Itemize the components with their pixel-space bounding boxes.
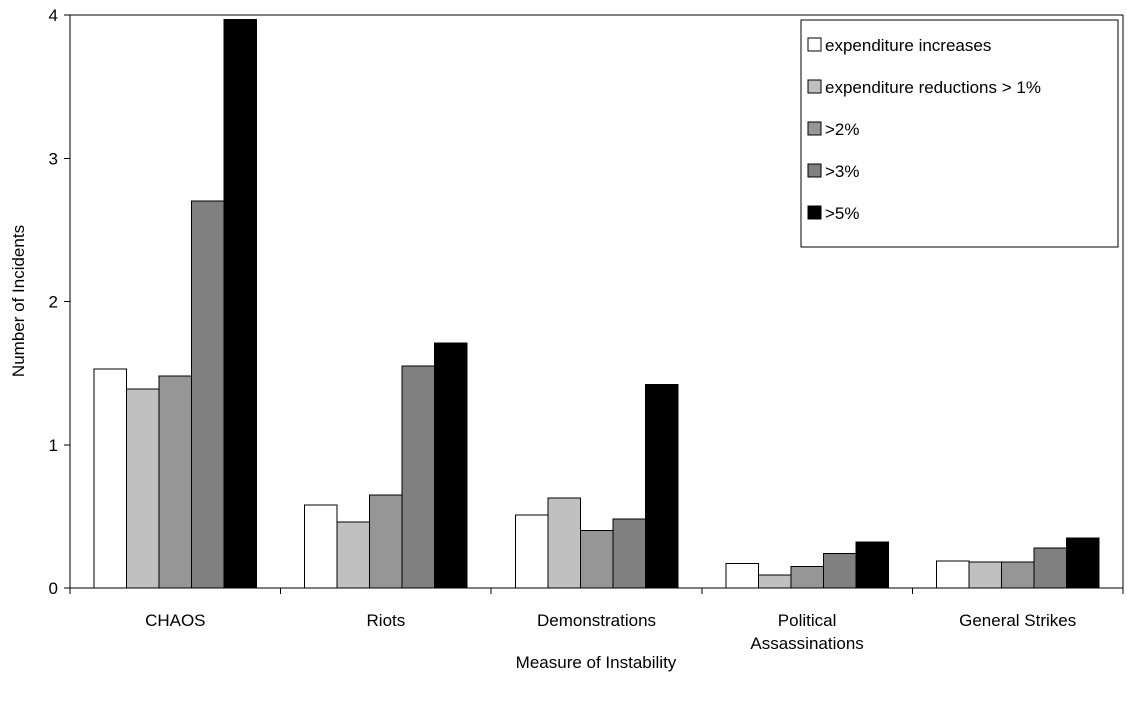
legend-label: >2% [825, 120, 860, 139]
y-tick-label: 1 [49, 436, 58, 455]
legend-swatch [807, 163, 822, 178]
legend: expenditure increases expenditure reducti… [800, 19, 1119, 248]
legend-label: expenditure increases [825, 36, 991, 55]
bar-series-4-category-3 [855, 541, 889, 589]
bar-series-0-category-0 [93, 368, 127, 589]
bar-series-0-category-2 [514, 514, 549, 589]
y-axis-title: Number of Incidents [9, 225, 28, 377]
bar-series-0-category-3 [725, 563, 759, 589]
bar-series-4-category-0 [223, 18, 258, 589]
x-tick-label: Riots [367, 611, 406, 630]
bar-series-0-category-4 [935, 560, 970, 589]
bar-series-3-category-0 [191, 200, 225, 589]
y-tick-label: 3 [49, 149, 58, 168]
x-tick-label: Assassinations [750, 634, 863, 653]
bar-series-2-category-4 [1000, 561, 1035, 589]
bar-series-2-category-1 [369, 494, 403, 589]
bar-series-3-category-2 [612, 518, 646, 589]
y-tick-label: 4 [49, 6, 58, 25]
bar-series-4-category-4 [1065, 537, 1100, 589]
legend-label: >5% [825, 204, 860, 223]
bar-series-4-category-2 [644, 384, 679, 589]
bar-series-2-category-2 [579, 530, 614, 589]
legend-label: >3% [825, 162, 860, 181]
x-tick-label: Demonstrations [537, 611, 656, 630]
bar-series-2-category-3 [790, 566, 824, 589]
y-tick-label: 2 [49, 293, 58, 312]
bar-series-1-category-4 [968, 561, 1002, 589]
legend-label: expenditure reductions > 1% [825, 78, 1041, 97]
x-axis-title: Measure of Instability [516, 653, 677, 672]
bar-series-1-category-0 [126, 388, 160, 589]
y-tick-label: 0 [49, 579, 58, 598]
bar-series-3-category-4 [1033, 547, 1067, 589]
x-tick-label: Political [778, 611, 837, 630]
bar-series-4-category-1 [434, 342, 468, 589]
bar-series-1-category-2 [547, 497, 581, 589]
bars-layer [93, 18, 1100, 589]
bar-series-1-category-1 [336, 521, 371, 589]
legend-swatch [807, 37, 822, 52]
x-tick-label: General Strikes [959, 611, 1076, 630]
legend-swatch [807, 79, 822, 94]
bar-series-1-category-3 [757, 574, 792, 589]
bar-series-2-category-0 [158, 375, 193, 589]
legend-swatch [807, 205, 822, 220]
bar-series-3-category-3 [822, 553, 857, 589]
x-tick-labels: CHAOS Riots Demonstrations Political Assassi… [145, 611, 1076, 653]
ticks-layer: 0 1 2 3 4 [49, 6, 1124, 598]
bar-series-0-category-1 [304, 504, 338, 589]
bar-series-3-category-1 [401, 365, 436, 589]
legend-swatch [807, 121, 822, 136]
x-tick-label: CHAOS [145, 611, 205, 630]
legend-frame [800, 19, 1119, 248]
